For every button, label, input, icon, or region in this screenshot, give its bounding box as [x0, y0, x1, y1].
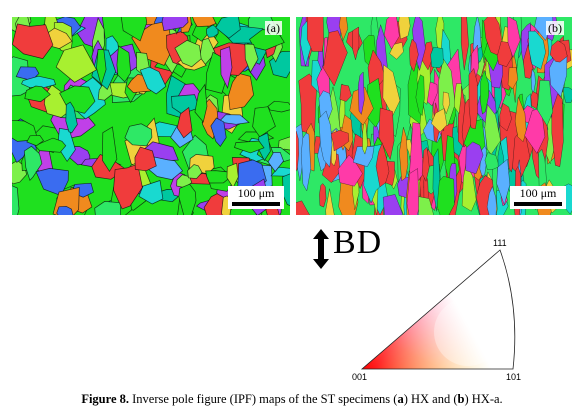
- ipf-vertex-001: 001: [352, 372, 368, 382]
- ipf-color-key-triangle: [360, 249, 516, 370]
- ipf-map-hx-a-grains: [296, 17, 572, 215]
- ipf-vertex-101: 101: [506, 372, 522, 382]
- scale-bar-a: 100 μm: [228, 186, 284, 209]
- scale-bar-a-line: [232, 202, 280, 206]
- ipf-map-hx-a: (b) 100 μm: [296, 17, 572, 215]
- ipf-map-hx-grains: [12, 17, 290, 215]
- scale-bar-a-label: 100 μm: [237, 186, 275, 200]
- caption-panel-b: b: [457, 392, 465, 406]
- caption-panel-a: a: [397, 392, 404, 406]
- caption-figure-number: Figure 8.: [81, 392, 129, 406]
- build-direction-arrow-icon: [313, 229, 329, 269]
- scale-bar-b: 100 μm: [510, 186, 566, 209]
- panel-label-a: (a): [264, 21, 282, 35]
- caption-text-2: ) HX and (: [403, 392, 458, 406]
- build-direction-label: BD: [333, 224, 383, 261]
- figure-caption: Figure 8. Inverse pole figure (IPF) maps…: [0, 392, 584, 407]
- ipf-map-hx: (a) 100 μm: [12, 17, 290, 215]
- scale-bar-b-label: 100 μm: [519, 186, 557, 200]
- ipf-color-key: 111 001 101: [350, 238, 550, 384]
- caption-text-3: ) HX-a.: [464, 392, 503, 406]
- panel-label-b: (b): [546, 21, 564, 35]
- scale-bar-b-line: [514, 202, 562, 206]
- ipf-vertex-111: 111: [493, 238, 507, 248]
- caption-text-1: Inverse pole figure (IPF) maps of the ST…: [129, 392, 398, 406]
